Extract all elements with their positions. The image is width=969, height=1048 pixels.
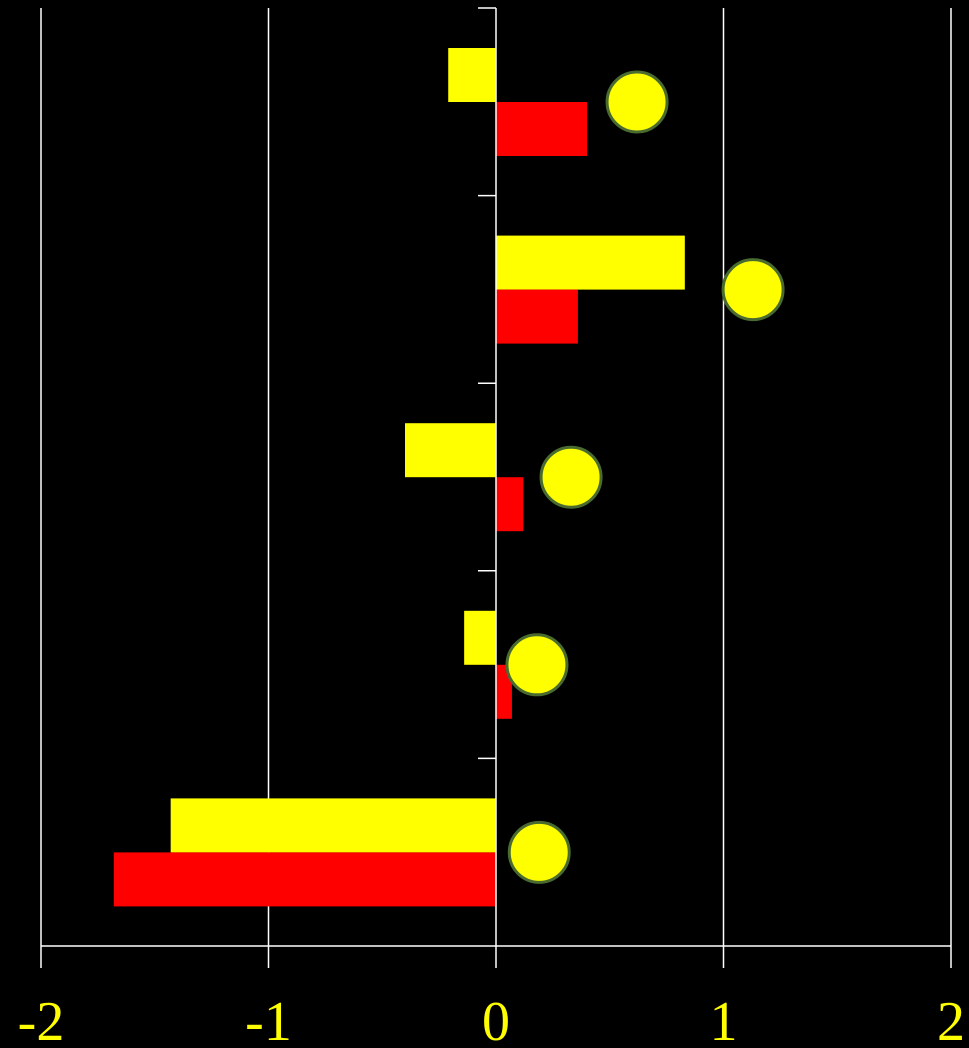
bars xyxy=(113,48,685,907)
bar-series1-cat1 xyxy=(448,48,496,102)
marker-cat3 xyxy=(539,445,603,509)
tick-labels: -2 -1 0 1 2 xyxy=(18,991,965,1048)
marker-cat4 xyxy=(505,633,569,697)
x-tick-label: -2 xyxy=(18,991,65,1048)
bar-series2-cat5 xyxy=(113,852,497,907)
axes xyxy=(40,7,952,968)
marker-cat5 xyxy=(507,820,571,884)
bar-series2-cat2 xyxy=(496,289,578,344)
bar-series1-cat2 xyxy=(496,235,685,290)
marker-cat2 xyxy=(721,258,785,322)
marker-cat1 xyxy=(605,70,669,134)
bar-series2-cat3 xyxy=(496,477,524,532)
bar-series1-cat4 xyxy=(464,610,496,665)
x-tick-label: 2 xyxy=(937,991,965,1048)
x-tick-label: 1 xyxy=(710,991,738,1048)
bar-series2-cat1 xyxy=(496,102,587,156)
markers xyxy=(505,70,785,884)
bar-series2-cat4 xyxy=(496,664,512,719)
grid-lines xyxy=(40,8,952,946)
x-tick-label: 0 xyxy=(482,991,510,1048)
bar-series1-cat3 xyxy=(405,423,496,478)
bar-series1-cat5 xyxy=(170,798,497,853)
x-tick-label: -1 xyxy=(245,991,292,1048)
